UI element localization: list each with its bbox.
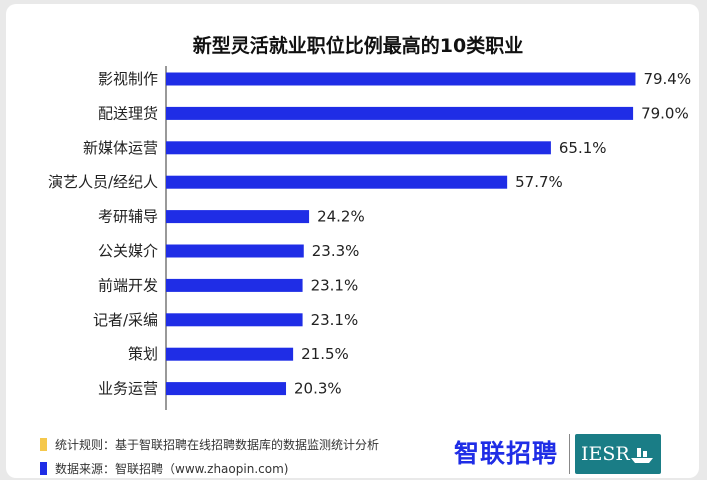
bar-chart: 新型灵活就业职位比例最高的10类职业 影视制作 79.4% 配送理货 79.0% 新媒体… xyxy=(48,34,691,410)
bar xyxy=(166,175,508,189)
chart-card: 新型灵活就业职位比例最高的10类职业 影视制作 79.4% 配送理货 79.0% 新媒体… xyxy=(6,4,699,478)
value-label: 20.3% xyxy=(294,380,342,398)
category-label: 考研辅导 xyxy=(98,208,158,226)
bar xyxy=(166,106,634,120)
category-label: 公关媒介 xyxy=(98,242,158,260)
value-label: 23.3% xyxy=(312,242,360,260)
iesr-logo: IESR xyxy=(575,434,661,474)
bar xyxy=(166,141,551,155)
category-label: 前端开发 xyxy=(98,276,158,294)
logo-divider xyxy=(569,434,570,474)
bar xyxy=(166,210,310,224)
category-label: 策划 xyxy=(128,345,158,363)
category-label: 演艺人员/经纪人 xyxy=(48,173,158,191)
note-source: 数据来源：智联招聘（www.zhaopin.com) xyxy=(40,456,460,480)
bar xyxy=(166,244,304,258)
bars-group: 影视制作 79.4% 配送理货 79.0% 新媒体运营 65.1% 演艺人员/经纪人 57.7… xyxy=(48,70,691,398)
value-label: 57.7% xyxy=(515,173,563,191)
value-label: 21.5% xyxy=(301,345,349,363)
bar xyxy=(166,72,636,86)
note-rule-swatch xyxy=(40,437,47,451)
iesr-logo-text: IESR xyxy=(581,443,630,465)
category-label: 影视制作 xyxy=(98,70,158,88)
note-source-swatch xyxy=(40,461,47,475)
value-label: 79.0% xyxy=(641,104,689,122)
ship-icon xyxy=(631,448,653,463)
note-rule: 统计规则：基于智联招聘在线招聘数据库的数据监测统计分析 xyxy=(40,432,460,456)
category-label: 新媒体运营 xyxy=(83,139,158,157)
category-label: 业务运营 xyxy=(98,380,158,398)
value-label: 24.2% xyxy=(317,208,365,226)
note-rule-text: 统计规则：基于智联招聘在线招聘数据库的数据监测统计分析 xyxy=(55,437,380,452)
value-label: 23.1% xyxy=(311,276,359,294)
footer-notes: 统计规则：基于智联招聘在线招聘数据库的数据监测统计分析 数据来源：智联招聘（ww… xyxy=(40,432,460,480)
category-label: 配送理货 xyxy=(98,104,158,122)
bar xyxy=(166,347,294,361)
category-label: 记者/采编 xyxy=(93,311,158,329)
value-label: 79.4% xyxy=(643,70,691,88)
bar xyxy=(166,313,303,327)
value-label: 23.1% xyxy=(311,311,359,329)
note-source-text: 数据来源：智联招聘（www.zhaopin.com) xyxy=(55,461,289,476)
value-label: 65.1% xyxy=(559,139,607,157)
bar xyxy=(166,382,287,396)
chart-title: 新型灵活就业职位比例最高的10类职业 xyxy=(193,34,523,57)
zhaopin-logo: 智联招聘 xyxy=(454,439,559,468)
bar xyxy=(166,278,303,292)
